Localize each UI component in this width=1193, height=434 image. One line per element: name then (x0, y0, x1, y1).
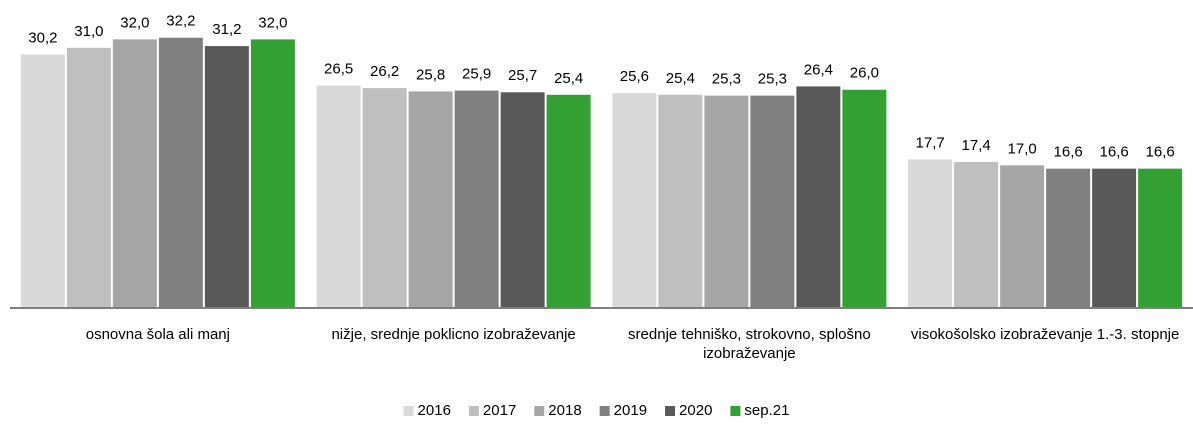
legend-item: 2016 (403, 402, 451, 419)
data-label: 25,3 (758, 71, 787, 88)
bar (362, 88, 407, 308)
bar (546, 94, 591, 308)
bar (954, 161, 999, 308)
bar (658, 94, 703, 308)
data-label: 31,0 (74, 23, 103, 40)
legend-swatch (730, 406, 741, 416)
bar (250, 39, 295, 308)
legend: 2016 2017 2018 2019 2020 sep.21 (403, 402, 789, 419)
legend-label: sep.21 (744, 402, 789, 419)
data-label: 25,4 (554, 70, 583, 87)
bar (158, 37, 203, 309)
data-label: 31,2 (212, 21, 241, 38)
legend-label: 2017 (483, 402, 516, 419)
legend-swatch (599, 406, 610, 416)
x-tick-label: srednje tehniško, strokovno, splošno izo… (628, 326, 871, 362)
data-label: 25,7 (508, 67, 537, 84)
legend-swatch (665, 406, 676, 416)
legend-label: 2020 (679, 402, 712, 419)
x-tick-label-box: nižje, srednje poklicno izobraževanje (331, 326, 576, 343)
data-label: 16,6 (1054, 144, 1083, 161)
data-label: 26,0 (850, 65, 879, 82)
data-label: 17,7 (916, 134, 945, 151)
data-label: 17,0 (1008, 140, 1037, 157)
data-label: 30,2 (28, 29, 57, 46)
data-label: 16,6 (1100, 144, 1129, 161)
legend-label: 2019 (614, 402, 647, 419)
bar (1046, 168, 1091, 308)
data-label: 26,4 (804, 61, 833, 78)
legend-item: 2020 (665, 402, 712, 419)
bar (612, 93, 657, 309)
x-tick-label-box: osnovna šola ali manj (85, 326, 230, 343)
bar (1138, 168, 1183, 308)
data-label: 32,0 (120, 14, 149, 31)
x-tick-label: visokošolsko izobraževanje 1.-3. stopnje (910, 326, 1180, 343)
legend-item: 2018 (534, 402, 582, 419)
bar (842, 89, 887, 309)
bar (454, 90, 499, 308)
bar (204, 46, 249, 308)
data-label: 25,4 (666, 70, 695, 87)
x-tick-label-box: visokošolsko izobraževanje 1.-3. stopnje (910, 326, 1180, 343)
x-tick-label: osnovna šola ali manj (85, 326, 230, 343)
bar (750, 95, 795, 308)
bar (66, 47, 111, 309)
data-label: 25,8 (416, 66, 445, 83)
legend-label: 2018 (548, 402, 581, 419)
legend-item: sep.21 (730, 402, 789, 419)
x-tick-label: nižje, srednje poklicno izobraževanje (331, 326, 576, 343)
legend-label: 2016 (418, 402, 451, 419)
bar (1092, 168, 1137, 308)
bar (20, 54, 65, 309)
legend-swatch (468, 406, 479, 416)
data-label: 26,2 (370, 63, 399, 80)
bar (408, 91, 453, 308)
bar (796, 86, 841, 309)
bar (500, 92, 545, 308)
legend-item: 2019 (599, 402, 647, 419)
bar (316, 85, 361, 308)
x-tick-label-box: srednje tehniško, strokovno, splošno izo… (628, 326, 871, 362)
legend-swatch (534, 406, 545, 416)
legend-swatch (403, 406, 414, 416)
data-label: 16,6 (1146, 144, 1175, 161)
data-label: 17,4 (962, 137, 991, 154)
data-label: 25,6 (620, 68, 649, 85)
data-label: 32,0 (258, 14, 287, 31)
legend-item: 2017 (468, 402, 516, 419)
bar (1000, 165, 1045, 308)
bar (704, 95, 749, 308)
bar (908, 159, 953, 308)
data-label: 25,3 (712, 71, 741, 88)
data-label: 26,5 (324, 61, 353, 78)
bar (112, 39, 157, 308)
data-label: 32,2 (166, 13, 195, 30)
data-label: 25,9 (462, 66, 491, 83)
